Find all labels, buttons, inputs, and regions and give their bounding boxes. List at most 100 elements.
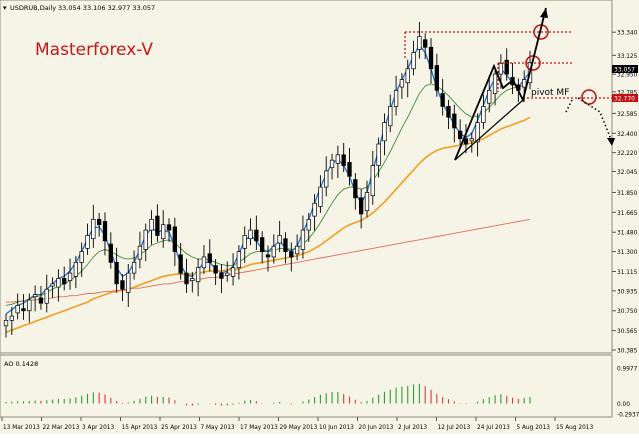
projection-arrow-head [607,138,615,146]
candle-body [469,138,474,142]
date-tick-label: 12 Jul 2013 [438,425,471,431]
price-tick-label: 31.480 [617,231,638,237]
candle-body [277,235,282,244]
candle-body [492,73,498,94]
date-tick-label: 7 May 2013 [201,425,235,431]
candle-body [457,130,463,140]
price-tick-label: 30.565 [617,329,638,335]
current-price-marker-bg [612,65,638,73]
date-tick-label: 24 Jul 2013 [477,425,510,431]
price-tick-label: 31.300 [617,250,638,256]
candle-body [236,251,242,269]
ao-label: AO 0.1428 [4,360,38,368]
price-tick-label: 30.750 [617,309,638,315]
date-tick-label: 13 Mar 2013 [3,425,40,431]
candle-body [102,221,108,242]
pivot-circle [581,89,597,105]
price-tick-label: 32.400 [617,132,638,138]
price-tick-label: 31.850 [617,191,638,197]
date-tick-label: 25 Apr 2013 [161,425,197,431]
candle-body [329,159,335,169]
candle-body [126,272,131,293]
candle-body [178,254,183,274]
ao-tick-label: -0.2937 [617,413,639,419]
candle-body [242,235,247,249]
wave-zigzag [454,7,547,161]
candle-body [15,305,20,314]
candle-body [370,165,375,197]
candle-body [155,215,160,236]
candle-body [166,224,172,231]
candle-body [213,265,218,274]
analysis-annotations: pivot MF [404,7,615,161]
price-pane[interactable] [0,0,613,354]
candle-body [230,267,236,277]
candle-body [289,251,294,258]
candle-body [225,272,230,276]
pivot-price-marker: 32.770 [614,96,635,103]
ao-pane[interactable] [0,354,613,418]
candle-body [254,229,259,242]
date-tick-label: 10 Jun 2013 [319,425,354,431]
symbol-menu-arrow[interactable]: ▾ [3,4,7,12]
date-tick-label: 15 Apr 2013 [122,425,158,431]
date-axis: 13 Mar 2013 22 Mar 2013 3 Apr 2013 15 Apr 2… [1,417,593,431]
date-tick-label: 29 May 2013 [280,425,318,431]
candle-body [463,138,469,145]
candle-body [248,229,253,240]
candle-body [452,113,457,129]
date-tick-label: 5 Aug 2013 [517,425,551,431]
candle-body [201,256,207,269]
candle-body [149,218,154,231]
candle-body [44,288,49,304]
candle-body [300,229,306,250]
candle-body [522,79,527,88]
candle-body [294,245,300,255]
candle-body [85,235,90,249]
candle-body [27,299,32,312]
price-tick-label: 32.045 [617,170,638,176]
candle-body [143,229,148,250]
pivot-price-marker-bg [612,94,638,102]
candle-body [353,179,358,199]
date-tick-label: 20 Jun 2013 [359,425,394,431]
current-price-marker: 33.057 [614,67,635,74]
candle-body [504,59,509,75]
candle-body [393,89,399,107]
price-tick-label: 33.125 [617,54,638,60]
candle-body [487,89,492,104]
trend-line [454,99,524,161]
price-tick-label: 31.115 [617,270,638,276]
candle-body [481,106,486,123]
candle-body [32,294,38,298]
candle-body [3,320,9,327]
candle-body [324,170,329,188]
price-tick-label: 32.585 [617,112,638,118]
target-circle-mid [525,55,541,71]
candle-body [120,280,125,290]
price-tick-label: 30.385 [617,349,638,355]
candle-body [335,154,341,164]
price-axis: 33.340 33.125 32.950 32.785 32.585 32.400 32.2… [612,31,639,419]
candle-body [97,218,102,226]
candle-body [131,262,137,274]
candle-body [195,267,201,283]
candle-body [56,278,61,288]
candle-body [172,226,177,252]
candle-body [382,122,387,142]
candle-body [161,224,166,240]
candle-body [446,106,451,118]
date-tick-label: 3 Apr 2013 [82,425,114,431]
candle-body [428,46,434,70]
candle-body [475,122,480,143]
candle-body [207,253,212,263]
candle-body [388,106,393,127]
candle-body [417,36,422,50]
candle-body [312,202,317,217]
candle-body [190,278,195,281]
candle-body [359,197,364,215]
wave-arrow-head [540,8,548,18]
candle-body [9,315,14,321]
